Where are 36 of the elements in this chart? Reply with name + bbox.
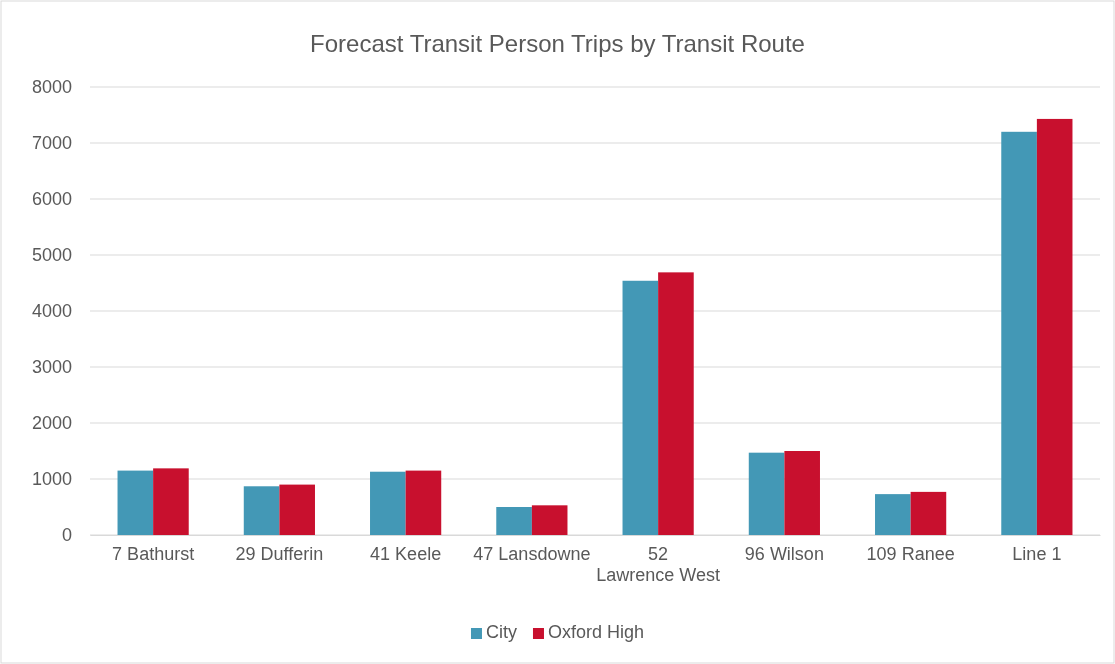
bar [279,484,315,535]
x-tick-label: 109 Ranee [866,543,955,564]
bar [243,486,280,535]
x-tick-label: Line 1 [1012,543,1062,564]
y-tick-label: 8000 [31,77,72,98]
bar [370,471,406,535]
y-tick-label: 7000 [31,133,72,154]
chart-title: Forecast Transit Person Trips by Transit Route [310,30,805,57]
bar [117,470,154,535]
bar [153,468,189,535]
y-tick-label: 5000 [31,245,72,266]
x-tick-label: 41 Keele [370,543,442,564]
bar [875,494,911,535]
y-tick-label: 1000 [31,469,72,490]
y-tick-label: 6000 [31,189,72,210]
bar [405,470,442,535]
bar [1036,118,1073,535]
legend-label: Oxford High [547,622,645,642]
bar [784,451,820,535]
x-tick-label: 96 Wilson [744,543,824,564]
bar [531,505,568,535]
y-tick-label: 3000 [31,357,72,378]
legend-label: City [485,622,517,642]
bar [496,507,532,535]
bar [910,491,947,535]
bar [1001,131,1037,535]
y-tick-label: 2000 [31,413,72,434]
y-tick-label: 4000 [31,301,72,322]
bar [622,280,659,535]
x-tick-label: 47 Lansdowne [473,543,591,564]
x-tick-label: 52 Lawrence West [596,543,720,586]
bar [748,452,785,535]
x-tick-label: 29 Dufferin [235,543,324,564]
x-tick-label: 7 Bathurst [112,543,195,564]
bar [658,272,694,535]
y-tick-label: 0 [61,525,72,546]
